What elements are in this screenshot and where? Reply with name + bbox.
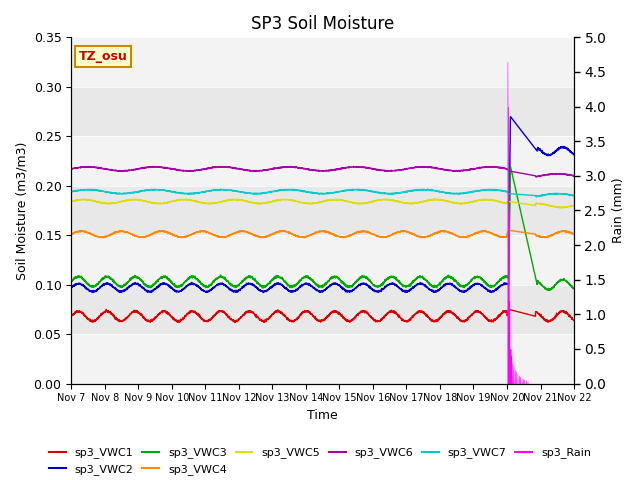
sp3_VWC3	[260, 283, 268, 289]
sp3_VWC6	[125, 168, 132, 173]
sp3_VWC4	[125, 229, 132, 235]
sp3_VWC1	[231, 320, 239, 325]
sp3_VWC2	[155, 283, 163, 289]
sp3_VWC4	[561, 228, 568, 234]
sp3_VWC5	[561, 204, 568, 210]
sp3_VWC7	[506, 191, 514, 197]
sp3_VWC4	[67, 231, 75, 237]
sp3_VWC3	[570, 285, 578, 291]
sp3_VWC2	[282, 286, 290, 292]
sp3_VWC2	[507, 114, 515, 120]
sp3_VWC5	[260, 200, 268, 206]
sp3_VWC6	[155, 164, 163, 170]
sp3_VWC5	[67, 198, 75, 204]
sp3_VWC7	[125, 190, 132, 196]
sp3_VWC1	[282, 314, 290, 320]
sp3_VWC2	[561, 144, 568, 150]
sp3_VWC5	[557, 205, 564, 211]
Line: sp3_VWC7: sp3_VWC7	[71, 189, 574, 197]
sp3_VWC1	[570, 317, 578, 323]
Y-axis label: Soil Moisture (m3/m3): Soil Moisture (m3/m3)	[15, 141, 28, 280]
sp3_VWC3	[561, 277, 568, 283]
Bar	[71, 235, 574, 285]
sp3_VWC2	[506, 133, 514, 139]
sp3_VWC4	[505, 228, 513, 233]
sp3_VWC4	[570, 231, 578, 237]
sp3_VWC5	[570, 203, 578, 208]
Line: sp3_VWC1: sp3_VWC1	[71, 310, 574, 323]
sp3_VWC1	[506, 307, 514, 312]
sp3_VWC5	[125, 197, 132, 203]
sp3_VWC5	[282, 197, 290, 203]
sp3_VWC6	[282, 164, 290, 170]
sp3_VWC4	[506, 228, 514, 233]
sp3_VWC1	[260, 319, 268, 325]
sp3_VWC2	[570, 152, 578, 157]
Bar	[71, 37, 574, 87]
X-axis label: Time: Time	[307, 409, 338, 422]
sp3_VWC7	[67, 189, 75, 194]
Legend: sp3_VWC1, sp3_VWC2, sp3_VWC3, sp3_VWC4, sp3_VWC5, sp3_VWC6, sp3_VWC7, sp3_Rain: sp3_VWC1, sp3_VWC2, sp3_VWC3, sp3_VWC4, …	[45, 443, 595, 479]
Y-axis label: Rain (mm): Rain (mm)	[612, 178, 625, 243]
sp3_VWC7	[260, 190, 268, 196]
sp3_VWC1	[67, 313, 75, 319]
sp3_VWC4	[260, 234, 268, 240]
Line: sp3_VWC5: sp3_VWC5	[71, 199, 574, 208]
sp3_VWC1	[505, 307, 513, 312]
sp3_VWC7	[155, 187, 163, 193]
sp3_VWC4	[417, 235, 425, 241]
Bar	[71, 334, 574, 384]
sp3_VWC3	[67, 279, 75, 285]
sp3_VWC7	[424, 186, 431, 192]
sp3_VWC3	[507, 164, 515, 169]
sp3_VWC1	[561, 309, 568, 314]
sp3_VWC5	[506, 199, 514, 204]
sp3_VWC6	[561, 171, 568, 177]
sp3_VWC1	[155, 312, 163, 318]
Title: SP3 Soil Moisture: SP3 Soil Moisture	[251, 15, 394, 33]
Text: TZ_osu: TZ_osu	[79, 50, 127, 63]
Bar	[71, 136, 574, 186]
sp3_VWC3	[546, 288, 554, 293]
Line: sp3_VWC4: sp3_VWC4	[71, 230, 574, 238]
sp3_VWC6	[532, 174, 540, 180]
sp3_VWC7	[533, 194, 541, 200]
sp3_VWC2	[259, 290, 267, 296]
sp3_VWC6	[570, 173, 578, 179]
sp3_VWC6	[149, 164, 157, 169]
sp3_VWC5	[155, 201, 163, 206]
sp3_VWC3	[125, 278, 132, 284]
sp3_VWC4	[282, 228, 290, 234]
sp3_VWC1	[125, 313, 132, 319]
sp3_VWC7	[282, 187, 290, 192]
sp3_VWC5	[131, 196, 139, 202]
sp3_VWC6	[260, 167, 268, 173]
sp3_VWC4	[155, 228, 163, 234]
sp3_VWC3	[155, 277, 163, 283]
sp3_VWC6	[506, 168, 514, 174]
Line: sp3_VWC2: sp3_VWC2	[71, 117, 574, 293]
sp3_VWC2	[260, 288, 268, 294]
sp3_VWC7	[561, 191, 568, 197]
sp3_VWC3	[506, 188, 514, 193]
sp3_VWC2	[67, 286, 75, 291]
sp3_VWC6	[67, 166, 75, 172]
sp3_VWC2	[125, 285, 132, 290]
sp3_VWC7	[570, 193, 578, 199]
sp3_VWC3	[282, 280, 290, 286]
Line: sp3_VWC6: sp3_VWC6	[71, 167, 574, 177]
Line: sp3_VWC3: sp3_VWC3	[71, 167, 574, 290]
